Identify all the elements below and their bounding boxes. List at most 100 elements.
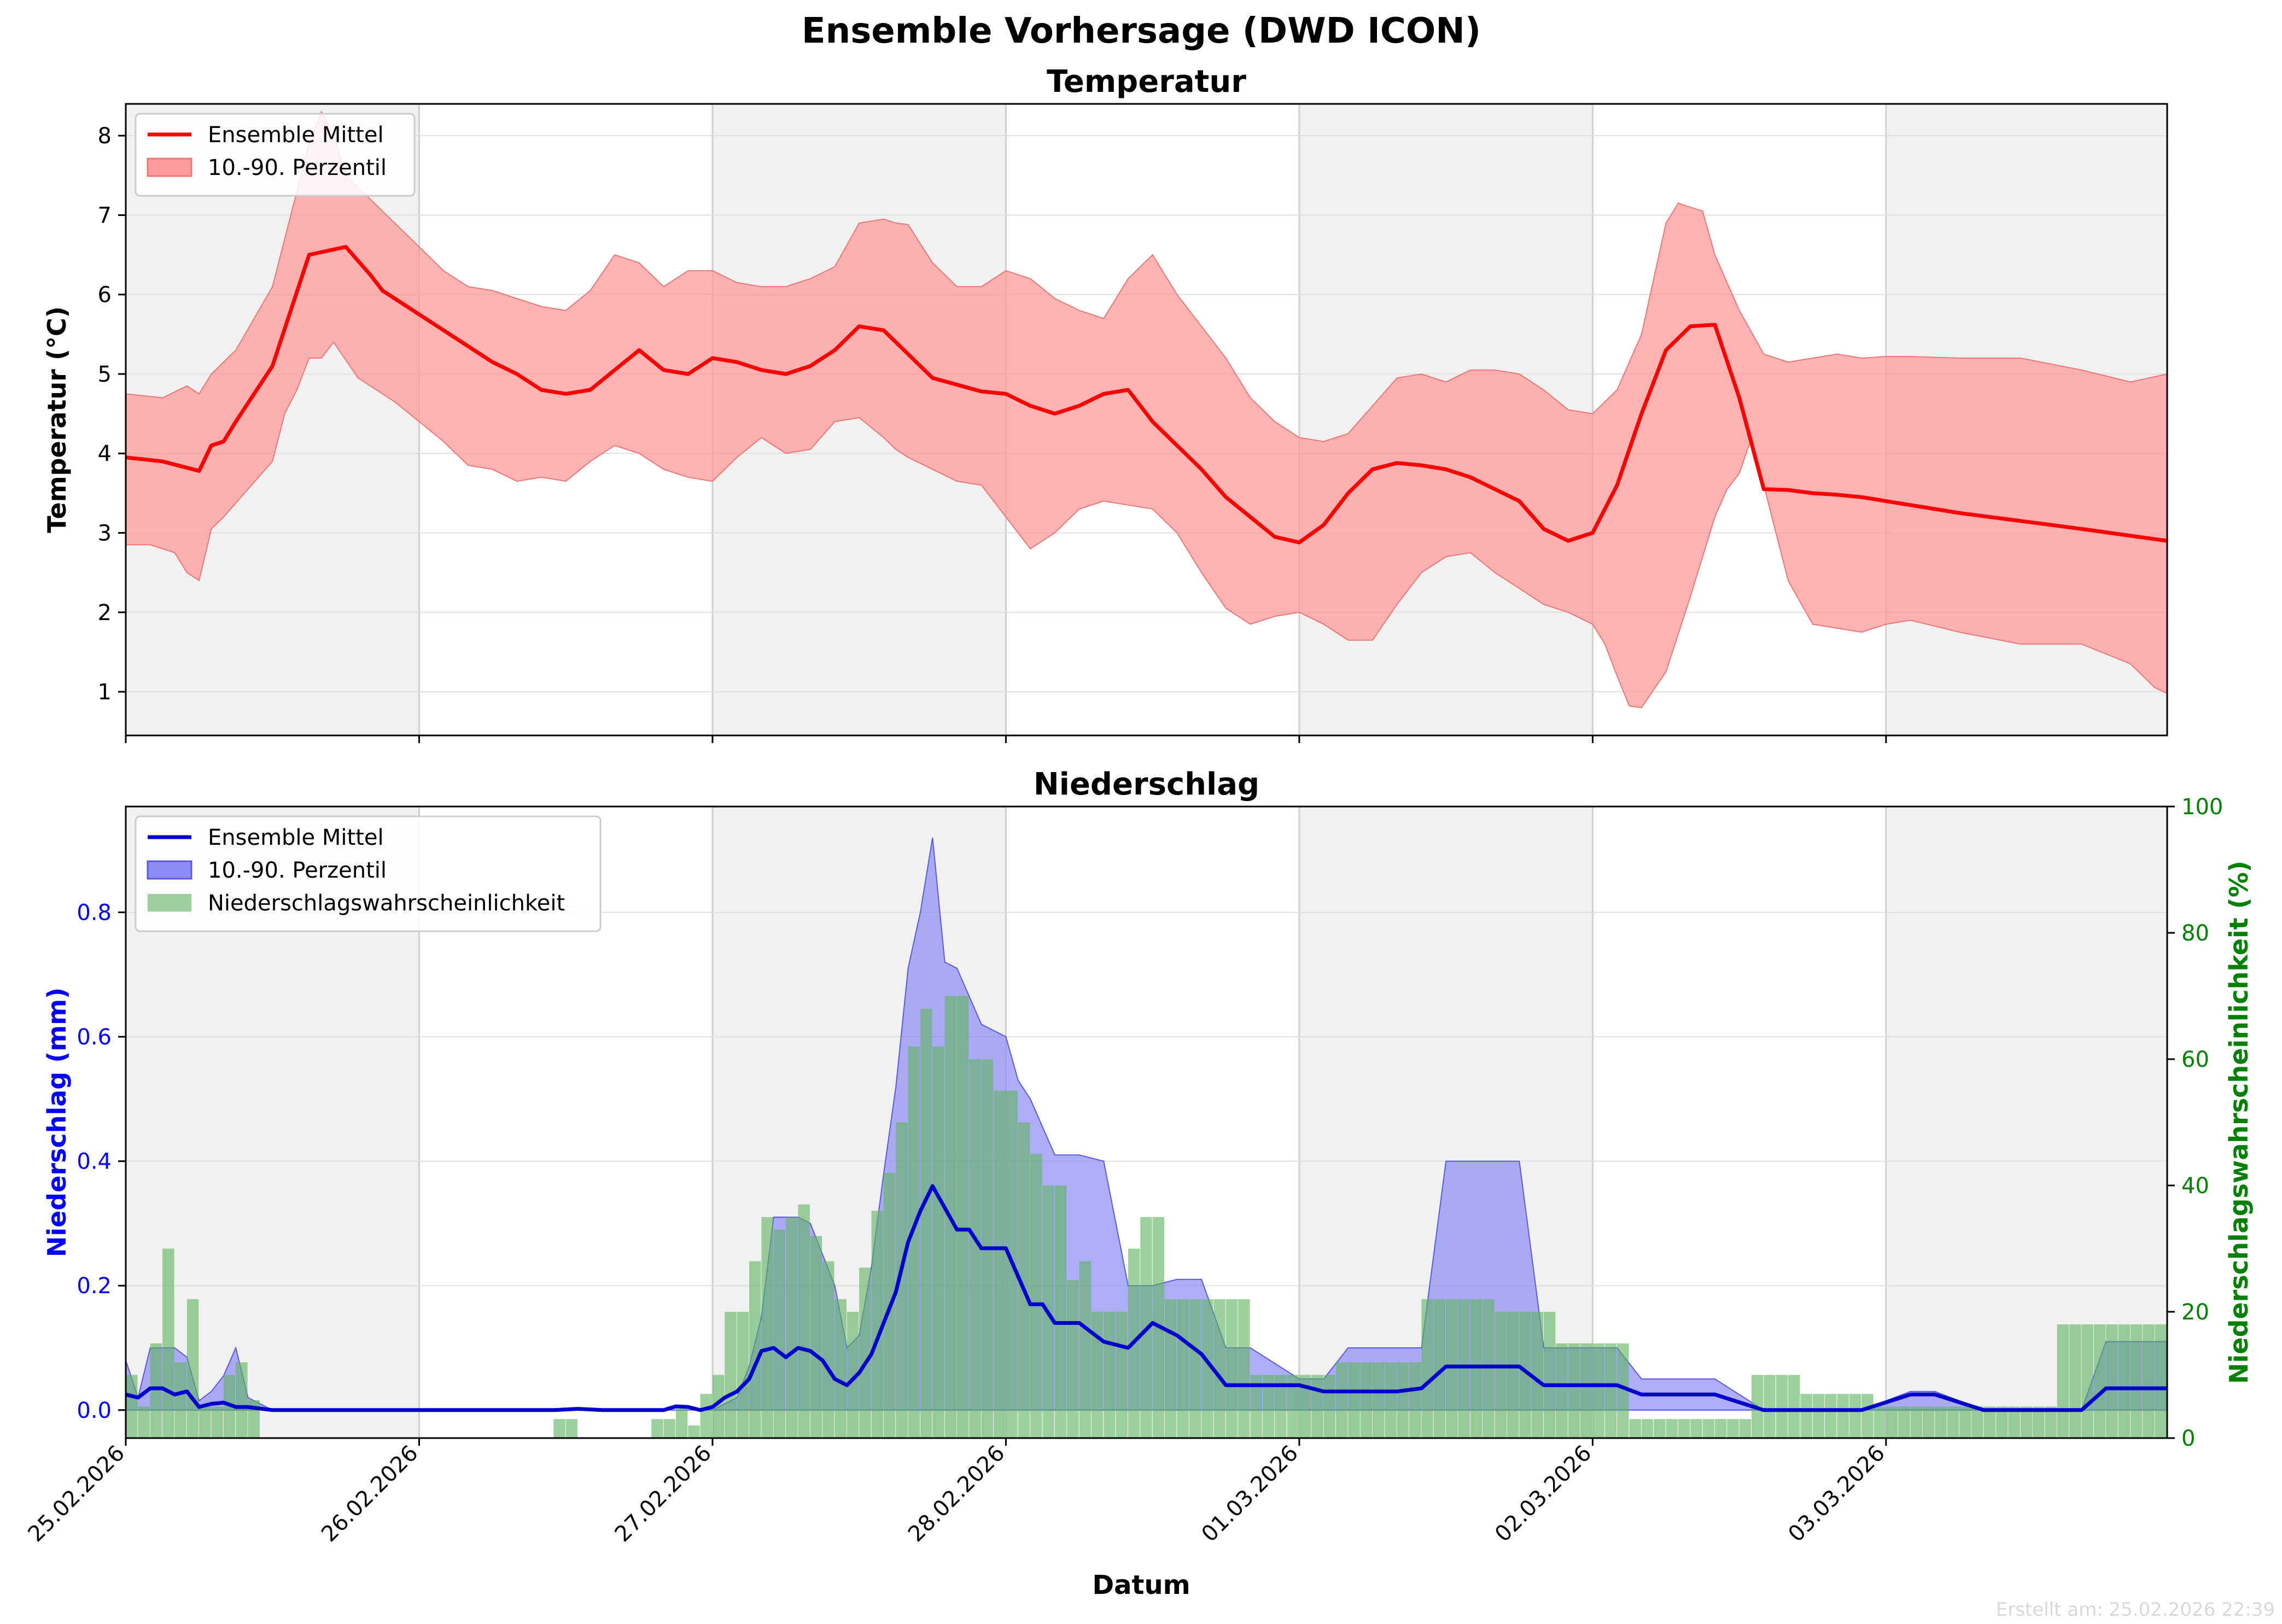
probability-bar (199, 1406, 211, 1439)
probability-bar (1360, 1362, 1373, 1438)
probability-bar (1458, 1299, 1470, 1438)
right-tick-label: 40 (2181, 1173, 2209, 1199)
y-tick-label: 6 (98, 283, 112, 308)
probability-bar (1409, 1362, 1421, 1438)
probability-bar (1470, 1299, 1483, 1438)
probability-bar (1922, 1406, 1935, 1439)
probability-bar (1727, 1419, 1739, 1438)
probability-bar (186, 1299, 199, 1438)
right-tick-label: 60 (2181, 1047, 2209, 1072)
y-tick-label: 4 (98, 441, 112, 466)
probability-bar (2045, 1406, 2057, 1439)
probability-bar (969, 1059, 981, 1438)
precipitation-title: Niederschlag (1034, 767, 1259, 802)
probability-bar (700, 1394, 712, 1438)
probability-bar (1385, 1362, 1397, 1438)
precipitation-legend-probability-swatch (148, 894, 191, 912)
precipitation-legend: Ensemble Mittel 10.-90. Perzentil Nieder… (135, 815, 602, 932)
y-tick-label: 0.8 (77, 900, 112, 925)
probability-bar (1947, 1406, 1959, 1439)
temperature-legend-band-swatch (147, 157, 192, 177)
probability-bar (957, 996, 969, 1438)
precipitation-y-axis-label: Niederschlag (mm) (42, 988, 72, 1257)
probability-bar (1336, 1362, 1348, 1438)
probability-bar (126, 1375, 138, 1438)
temperature-panel: 1 2 3 4 5 6 7 8 Temperatur Temperatur (°C) Ense… (42, 64, 2168, 743)
probability-bar (1666, 1419, 1678, 1438)
probability-bar (847, 1312, 859, 1438)
y-tick-label: 0.2 (77, 1274, 112, 1299)
y-tick-label: 5 (98, 362, 112, 387)
temperature-legend: Ensemble Mittel 10.-90. Perzentil (135, 113, 416, 197)
probability-bar (1971, 1406, 1983, 1439)
probability-bar (859, 1267, 871, 1438)
probability-bar (1116, 1312, 1128, 1438)
probability-bar (1654, 1419, 1666, 1438)
probability-bar (2069, 1324, 2081, 1438)
probability-bar (1104, 1312, 1116, 1438)
probability-bar (651, 1419, 663, 1438)
probability-bar (1201, 1299, 1213, 1438)
probability-bar (1714, 1419, 1727, 1438)
probability-bar (174, 1362, 186, 1438)
probability-bar (761, 1217, 773, 1439)
probability-bar (1091, 1312, 1104, 1438)
probability-bar (908, 1046, 920, 1438)
probability-bar (713, 1375, 725, 1438)
creation-timestamp: Erstellt am: 25.02.2026 22:39 (1996, 1599, 2275, 1621)
probability-bar (1983, 1406, 1996, 1439)
probability-bar (1067, 1280, 1079, 1439)
probability-bar (138, 1406, 150, 1439)
probability-bar (2033, 1406, 2045, 1439)
probability-bar (896, 1122, 908, 1438)
temperature-percentile-band (125, 110, 2168, 709)
probability-bar (236, 1362, 248, 1438)
probability-bar (2081, 1324, 2093, 1438)
probability-bar (1262, 1375, 1275, 1438)
temperature-legend-mean-label: Ensemble Mittel (208, 122, 384, 148)
probability-bar (1238, 1299, 1250, 1438)
probability-bar (822, 1261, 834, 1438)
probability-bar (1311, 1375, 1323, 1438)
temperature-legend-box (135, 113, 416, 197)
probability-bar (2008, 1406, 2020, 1439)
probability-bar (1604, 1343, 1617, 1439)
right-tick-label: 0 (2181, 1426, 2195, 1451)
probability-bar (1079, 1261, 1091, 1438)
probability-bar (798, 1204, 810, 1438)
probability-bar (1886, 1406, 1898, 1439)
probability-bar (1446, 1299, 1458, 1438)
probability-bar (1250, 1375, 1262, 1438)
probability-bar (211, 1406, 223, 1439)
probability-bar (1910, 1406, 1922, 1439)
probability-bar (2118, 1324, 2130, 1438)
precipitation-legend-box (135, 815, 602, 932)
probability-bar (553, 1419, 565, 1438)
probability-bar (1507, 1312, 1519, 1438)
probability-bar (786, 1217, 798, 1439)
probability-bar (1225, 1299, 1238, 1438)
probability-bar (725, 1312, 737, 1438)
probability-bar (1397, 1362, 1409, 1438)
probability-bar (162, 1248, 174, 1438)
probability-bar (932, 1046, 944, 1438)
probability-bar (1812, 1394, 1825, 1438)
probability-bar (2093, 1324, 2106, 1438)
probability-bar (565, 1419, 578, 1438)
probability-bar (1702, 1419, 1714, 1438)
probability-bar (688, 1425, 700, 1438)
precipitation-y-ticks: 0.0 0.2 0.4 0.6 0.8 (77, 900, 126, 1423)
probability-bar (871, 1211, 883, 1438)
probability-bar (1421, 1299, 1433, 1438)
temperature-x-ticks (125, 735, 1887, 743)
probability-y-ticks: 0 20 40 60 80 100 (2167, 795, 2223, 1451)
probability-bar (1213, 1299, 1225, 1438)
probability-bar (1483, 1299, 1495, 1438)
probability-bar (1959, 1406, 1971, 1439)
y-tick-label: 8 (98, 124, 112, 149)
probability-bar (1800, 1394, 1812, 1438)
probability-bar (1531, 1312, 1543, 1438)
temperature-title: Temperatur (1047, 64, 1246, 100)
probability-bar (1165, 1299, 1177, 1438)
probability-bar (834, 1299, 847, 1438)
